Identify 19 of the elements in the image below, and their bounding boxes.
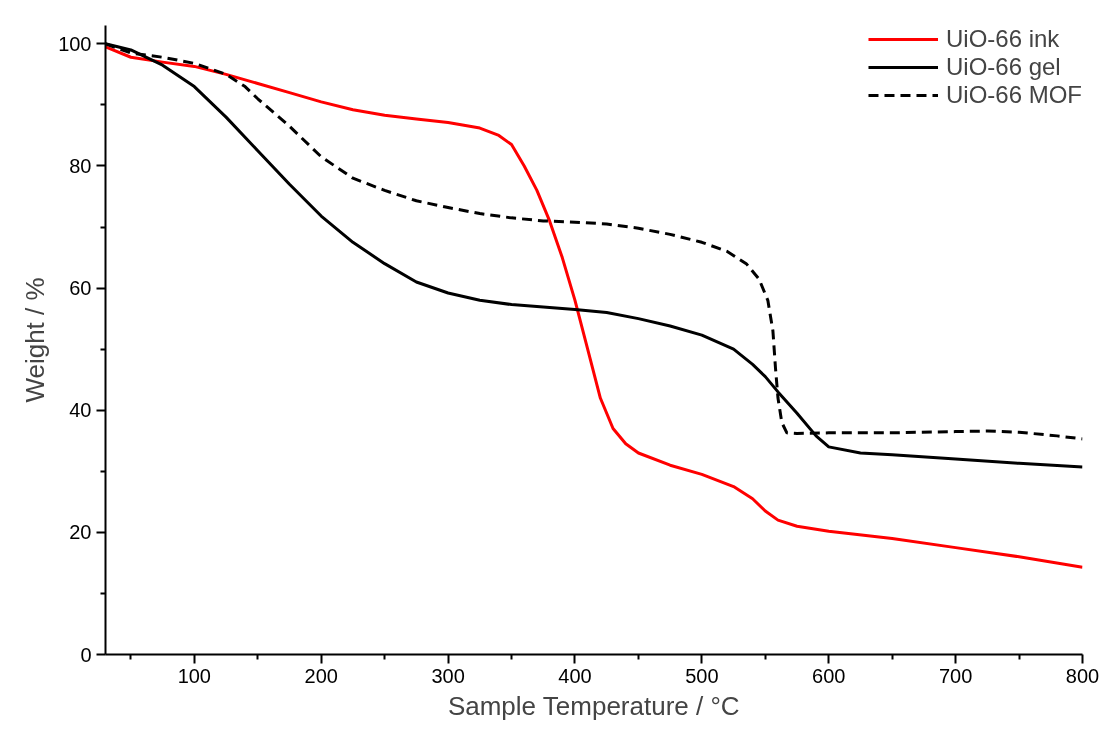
y-tick-label: 40 [69, 399, 92, 422]
legend-label: UiO-66 ink [945, 25, 1060, 53]
y-tick-label: 60 [69, 277, 92, 300]
y-tick-label: 20 [69, 521, 92, 544]
y-tick-label: 100 [58, 32, 92, 55]
x-tick-label: 300 [431, 664, 465, 687]
x-tick-label: 700 [938, 664, 973, 687]
x-tick-label: 600 [812, 664, 846, 687]
legend-label: UiO-66 MOF [945, 81, 1082, 109]
x-tick-label: 400 [558, 664, 592, 687]
y-tick-label: 80 [69, 154, 92, 177]
x-axis-title: Sample Temperature / °C [447, 690, 740, 721]
legend-label: UiO-66 gel [945, 53, 1061, 81]
y-axis-title: Weight / % [20, 277, 51, 403]
x-tick-label: 100 [177, 664, 212, 687]
x-tick-label: 500 [685, 664, 719, 687]
x-tick-label: 200 [304, 664, 338, 687]
x-tick-label: 800 [1065, 664, 1100, 687]
y-tick-label: 0 [80, 643, 92, 666]
